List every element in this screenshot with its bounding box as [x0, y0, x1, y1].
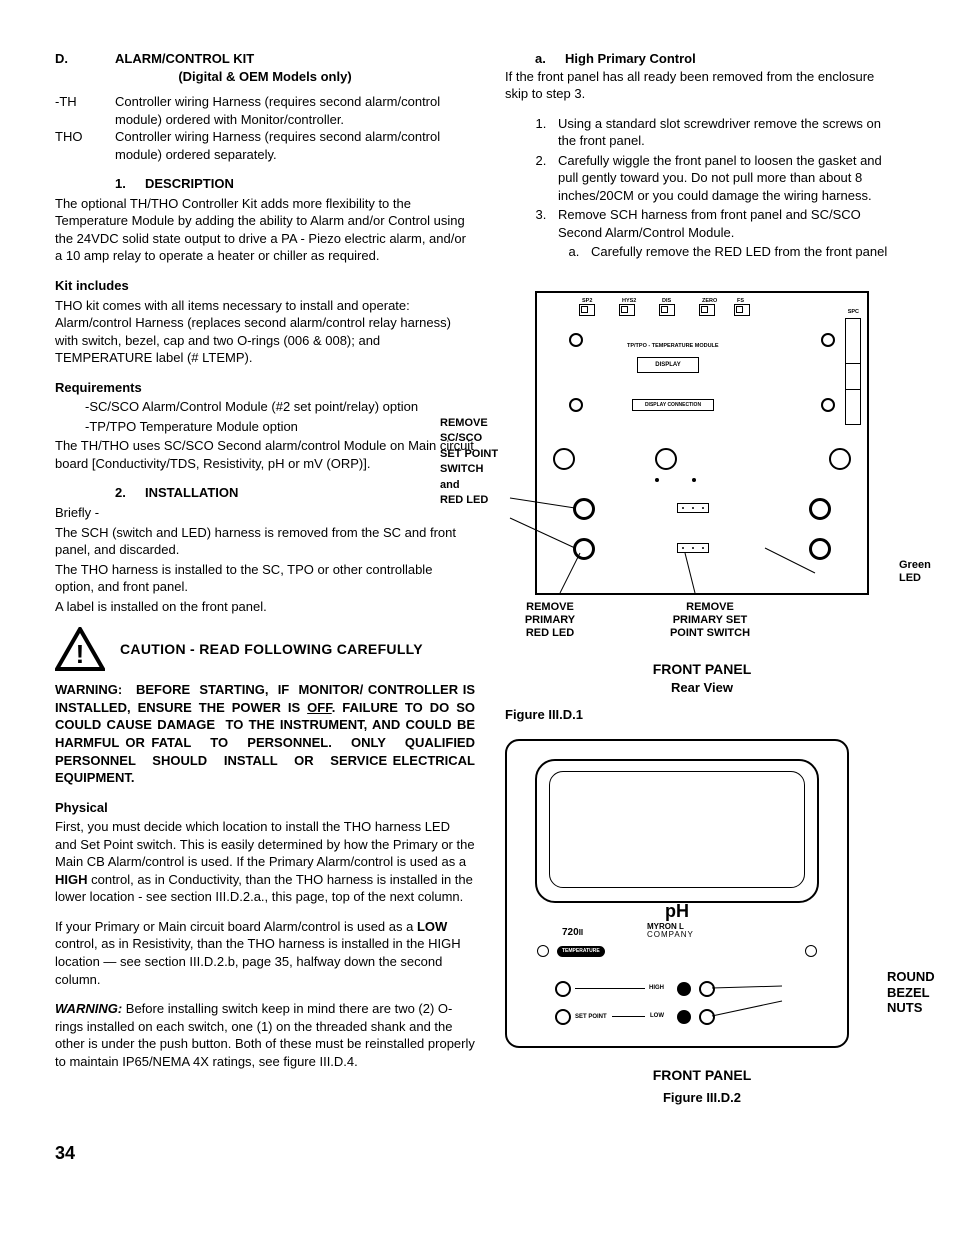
section-d-title: ALARM/CONTROL KIT: [115, 50, 254, 68]
inst-title: INSTALLATION: [145, 484, 238, 502]
callout-green-led: Green LED: [899, 559, 939, 585]
callout-remove-primary-switch: REMOVEPRIMARY SETPOINT SWITCH: [645, 601, 775, 641]
physical-p3: WARNING: Before installing switch keep i…: [55, 1000, 475, 1070]
svg-text:!: !: [76, 639, 85, 669]
inst-p3: A label is installed on the front panel.: [55, 598, 475, 616]
physical-p2: If your Primary or Main circuit board Al…: [55, 918, 475, 988]
desc-title: DESCRIPTION: [145, 175, 234, 193]
front-view-diagram: pH 720II MYRON LCOMPANY TEMPERATURE HIGH…: [505, 739, 849, 1048]
req-1: -SC/SCO Alarm/Control Module (#2 set poi…: [85, 398, 475, 416]
req-2: -TP/TPO Temperature Module option: [85, 418, 475, 436]
tho-label: THO: [55, 128, 115, 163]
warning-para: WARNING: BEFORE STARTING, IF MONITOR/ CO…: [55, 681, 475, 786]
section-d-label: D.: [55, 50, 115, 68]
a-intro: If the front panel has all ready been re…: [505, 68, 899, 103]
req-heading: Requirements: [55, 379, 475, 397]
screw-hole-icon: [821, 333, 835, 347]
front-panel-title: FRONT PANEL: [505, 1066, 899, 1085]
desc-num: 1.: [115, 175, 145, 193]
th-text: Controller wiring Harness (requires seco…: [115, 93, 475, 128]
inst-p1: The SCH (switch and LED) harness is remo…: [55, 524, 475, 559]
round-bezel-nuts-label: ROUNDBEZELNUTS: [887, 969, 947, 1016]
callout-remove-primary-red: REMOVEPRIMARYRED LED: [495, 601, 605, 641]
a-title: High Primary Control: [565, 50, 696, 68]
step-3a: Carefully remove the RED LED from the fr…: [583, 243, 899, 261]
section-d-subtitle: (Digital & OEM Models only): [55, 68, 475, 86]
front-leader-lines: [507, 741, 847, 1046]
rear-view-title: FRONT PANEL: [505, 660, 899, 679]
a-label: a.: [535, 50, 565, 68]
briefly: Briefly -: [55, 504, 475, 522]
req-para: The TH/THO uses SC/SCO Second alarm/cont…: [55, 437, 475, 472]
warning-triangle-icon: !: [55, 627, 105, 671]
step-3: Remove SCH harness from front panel and …: [550, 206, 899, 261]
kit-heading: Kit includes: [55, 277, 475, 295]
inst-num: 2.: [115, 484, 145, 502]
figure-d2: pH 720II MYRON LCOMPANY TEMPERATURE HIGH…: [505, 739, 899, 1106]
figure-d1-caption: Figure III.D.1: [505, 706, 899, 724]
rear-view-diagram: SP2 HYS2 DIS ZERO FS SPC TP/TPO - TEMPER…: [535, 291, 869, 595]
kit-para: THO kit comes with all items necessary t…: [55, 297, 475, 367]
figure-d1: REMOVESC/SCOSET POINTSWITCHandRED LED Gr…: [505, 291, 899, 724]
th-label: -TH: [55, 93, 115, 128]
steps-list: Using a standard slot screwdriver remove…: [505, 115, 899, 261]
right-column: a. High Primary Control If the front pan…: [505, 50, 899, 1121]
step-1: Using a standard slot screwdriver remove…: [550, 115, 899, 150]
inst-p2: The THO harness is installed to the SC, …: [55, 561, 475, 596]
step-2: Carefully wiggle the front panel to loos…: [550, 152, 899, 205]
caution-text: CAUTION - READ FOLLOWING CAREFULLY: [120, 640, 423, 659]
screw-hole-icon: [821, 398, 835, 412]
physical-heading: Physical: [55, 799, 475, 817]
figure-d2-caption: Figure III.D.2: [505, 1089, 899, 1107]
rear-view-sub: Rear View: [505, 679, 899, 697]
page-number: 34: [55, 1141, 899, 1165]
physical-p1: First, you must decide which location to…: [55, 818, 475, 906]
caution-block: ! CAUTION - READ FOLLOWING CAREFULLY: [55, 627, 475, 671]
tho-text: Controller wiring Harness (requires seco…: [115, 128, 475, 163]
callout-remove-scsco: REMOVESC/SCOSET POINTSWITCHandRED LED: [440, 416, 510, 508]
left-column: D. ALARM/CONTROL KIT (Digital & OEM Mode…: [55, 50, 475, 1121]
leader-lines: [505, 293, 815, 593]
mounting-hole-icon: [829, 448, 851, 470]
desc-para: The optional TH/THO Controller Kit adds …: [55, 195, 475, 265]
